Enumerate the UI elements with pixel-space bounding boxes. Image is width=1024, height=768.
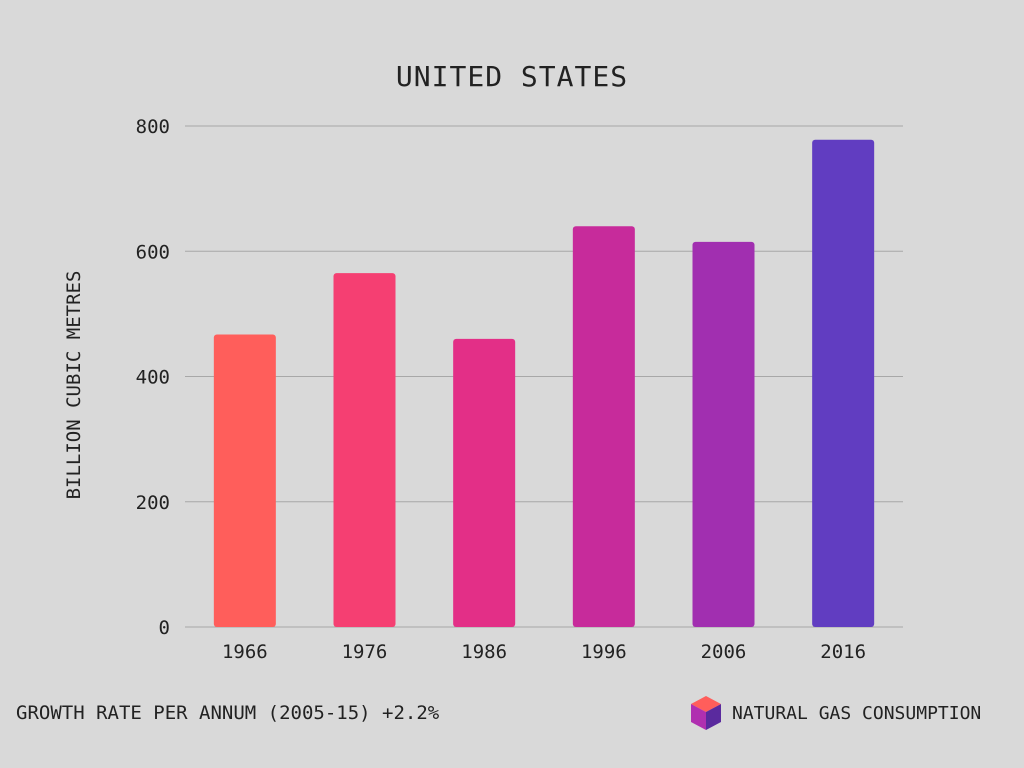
- gridlines: [185, 125, 903, 628]
- legend-label: NATURAL GAS CONSUMPTION: [732, 702, 982, 724]
- x-tick-label: 2016: [820, 641, 866, 663]
- x-tick-label: 1966: [222, 641, 268, 663]
- bar-1976: [333, 273, 396, 627]
- bar-1996: [572, 226, 635, 627]
- bar-1966: [213, 334, 276, 627]
- y-tick-label: 400: [136, 367, 170, 389]
- x-tick-label: 2006: [701, 641, 747, 663]
- x-tick-label: 1996: [581, 641, 627, 663]
- growth-rate-note: GROWTH RATE PER ANNUM (2005-15) +2.2%: [16, 702, 440, 724]
- bars: [213, 139, 875, 627]
- bar-2006: [692, 241, 755, 627]
- y-tick-label: 200: [136, 492, 170, 514]
- cube-icon: [691, 696, 721, 730]
- legend: NATURAL GAS CONSUMPTION: [690, 695, 981, 731]
- y-tick-label: 600: [136, 241, 170, 263]
- chart-title: UNITED STATES: [396, 60, 628, 93]
- x-tick-label: 1976: [342, 641, 388, 663]
- bar-2016: [812, 139, 875, 627]
- y-tick-label: 0: [159, 617, 170, 639]
- y-tick-label: 800: [136, 116, 170, 138]
- y-axis-ticks: 0 200 400 600 800: [136, 116, 170, 639]
- x-axis-ticks: 1966 1976 1986 1996 2006 2016: [222, 641, 866, 663]
- y-axis-label: BILLION CUBIC METRES: [63, 271, 85, 500]
- bar-1986: [453, 338, 516, 627]
- x-tick-label: 1986: [461, 641, 507, 663]
